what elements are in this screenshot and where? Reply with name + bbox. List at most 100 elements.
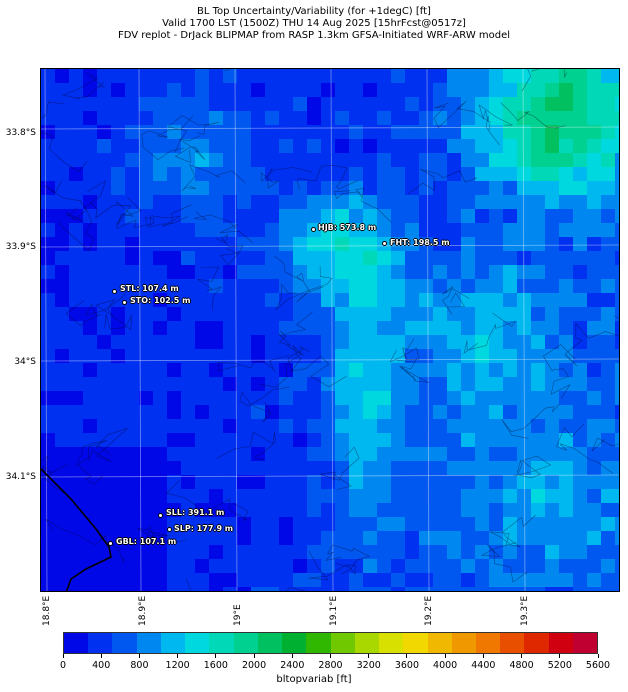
field-cell [195, 209, 209, 223]
field-cell [83, 321, 97, 335]
field-cell [153, 307, 167, 321]
field-cell [559, 265, 573, 279]
field-cell [545, 321, 559, 335]
field-cell [503, 433, 517, 447]
field-cell [601, 545, 615, 559]
field-cell [335, 83, 349, 97]
field-cell [237, 195, 251, 209]
field-cell [461, 405, 475, 419]
field-cell [209, 195, 223, 209]
field-cell [391, 237, 405, 251]
field-cell [433, 181, 447, 195]
field-cell [363, 545, 377, 559]
field-cell [461, 321, 475, 335]
field-cell [321, 349, 335, 363]
field-cell [321, 559, 335, 573]
field-cell [405, 293, 419, 307]
field-cell [461, 97, 475, 111]
station-marker-sll[interactable] [158, 513, 163, 518]
field-cell [83, 447, 97, 461]
field-cell [321, 447, 335, 461]
field-cell [279, 433, 293, 447]
field-cell [209, 307, 223, 321]
field-cell [461, 125, 475, 139]
field-cell [601, 167, 615, 181]
field-cell [125, 223, 139, 237]
field-cell [419, 195, 433, 209]
station-marker-sto[interactable] [122, 300, 127, 305]
field-cell [447, 97, 461, 111]
terrain-contour [193, 211, 253, 243]
field-cell [237, 265, 251, 279]
field-cell [601, 97, 615, 111]
field-cell [153, 573, 167, 587]
field-cell [279, 531, 293, 545]
field-cell [41, 209, 55, 223]
field-cell [475, 125, 489, 139]
field-cell [573, 335, 587, 349]
field-cell [97, 111, 111, 125]
field-cell [139, 153, 153, 167]
field-cell [377, 265, 391, 279]
field-cell [237, 349, 251, 363]
field-cell [545, 251, 559, 265]
field-cell [363, 335, 377, 349]
field-cell [307, 181, 321, 195]
field-cell [559, 545, 573, 559]
field-cell [321, 335, 335, 349]
field-cell [349, 307, 363, 321]
station-marker-slp[interactable] [167, 527, 172, 532]
field-cell [531, 531, 545, 545]
field-cell [377, 377, 391, 391]
field-cell [111, 545, 125, 559]
field-cell [223, 181, 237, 195]
field-cell [489, 419, 503, 433]
field-cell [83, 419, 97, 433]
field-cell [181, 447, 195, 461]
field-cell [559, 167, 573, 181]
field-cell [391, 531, 405, 545]
field-cell [181, 251, 195, 265]
station-marker-stl[interactable] [112, 289, 117, 294]
field-cell [251, 377, 265, 391]
field-cell [69, 237, 83, 251]
field-cell [153, 587, 167, 591]
field-cell [475, 573, 489, 587]
field-cell [111, 363, 125, 377]
field-cell [475, 209, 489, 223]
field-cell [55, 321, 69, 335]
field-cell [377, 419, 391, 433]
field-cell [517, 531, 531, 545]
colorbar-segment [524, 633, 549, 653]
field-cell [181, 279, 195, 293]
field-cell [587, 307, 601, 321]
field-cell [167, 265, 181, 279]
field-cell [195, 377, 209, 391]
station-marker-hjb[interactable] [311, 227, 316, 232]
field-cell [181, 69, 195, 83]
field-cell [153, 503, 167, 517]
field-cell [573, 377, 587, 391]
field-cell [181, 195, 195, 209]
field-cell [41, 237, 55, 251]
field-cell [209, 265, 223, 279]
field-cell [209, 349, 223, 363]
field-cell [111, 433, 125, 447]
field-cell [237, 461, 251, 475]
field-cell [153, 531, 167, 545]
field-cell [223, 279, 237, 293]
map-area[interactable] [40, 68, 620, 592]
field-cell [321, 97, 335, 111]
station-marker-gbl[interactable] [108, 541, 113, 546]
field-cell [307, 139, 321, 153]
field-cell [517, 209, 531, 223]
field-cell [545, 237, 559, 251]
field-cell [405, 223, 419, 237]
terrain-contour [433, 100, 491, 131]
field-cell [139, 167, 153, 181]
field-cell [405, 125, 419, 139]
station-marker-fht[interactable] [382, 241, 387, 246]
field-cell [293, 559, 307, 573]
field-cell [69, 139, 83, 153]
field-cell [419, 391, 433, 405]
